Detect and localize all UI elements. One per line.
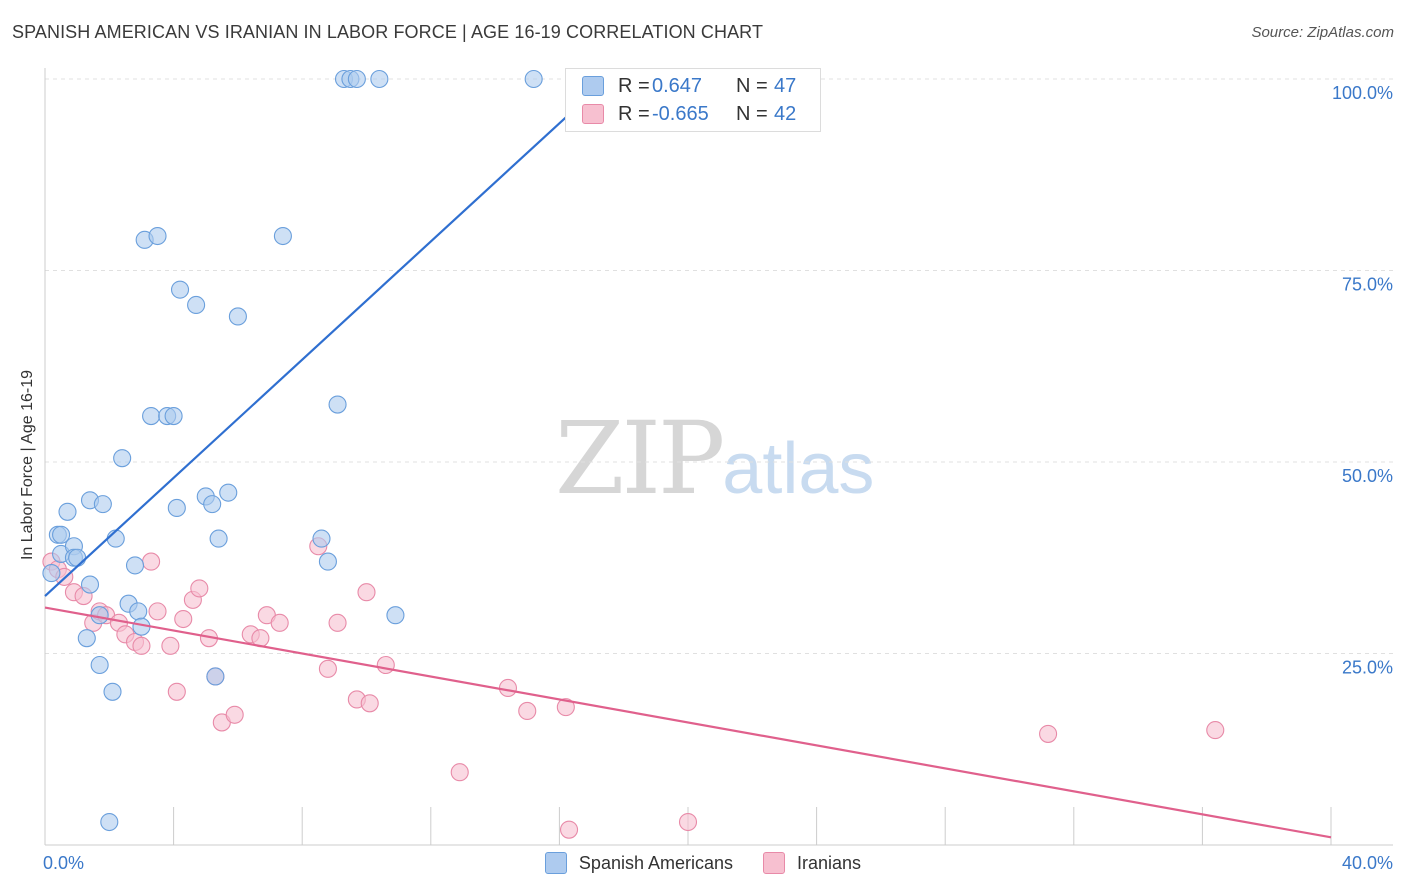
spanish-american-point xyxy=(90,655,109,675)
spanish-american-point xyxy=(187,295,206,315)
series-swatch-pink xyxy=(763,852,786,874)
y-tick-label: 50.0% xyxy=(1342,466,1393,486)
iranian-point xyxy=(559,820,579,839)
series-legend: Spanish Americans Iranians xyxy=(0,852,1406,874)
spanish-americans-points xyxy=(42,69,611,832)
iranian-point xyxy=(161,636,180,655)
spanish-american-point xyxy=(170,280,190,299)
spanish-american-point xyxy=(206,667,225,686)
spanish-americans-trend-line xyxy=(44,78,609,597)
legend-n-label: N = xyxy=(736,74,768,97)
iranians-trend-line xyxy=(44,606,1332,839)
spanish-american-point xyxy=(80,575,100,594)
legend-r-value: -0.665 xyxy=(652,102,709,125)
series-label: Iranians xyxy=(797,852,862,873)
spanish-american-point xyxy=(68,548,87,567)
iranian-point xyxy=(174,609,193,629)
spanish-american-point xyxy=(100,812,119,832)
iranians-points xyxy=(42,537,1225,839)
trend-lines xyxy=(44,78,1332,839)
legend-n-value: 47 xyxy=(774,74,797,97)
y-tick-label: 25.0% xyxy=(1342,658,1393,678)
legend-r-label: R = xyxy=(618,74,650,97)
spanish-american-point xyxy=(524,69,543,89)
watermark-zip: ZIP xyxy=(555,400,725,517)
x-tick-label: 40.0% xyxy=(1342,853,1393,873)
legend-r-value: 0.647 xyxy=(652,74,703,97)
spanish-american-point xyxy=(328,395,347,414)
series-legend-spanish-americans[interactable]: Spanish Americans xyxy=(544,852,734,874)
series-legend-iranians[interactable]: Iranians xyxy=(763,852,861,874)
spanish-american-point xyxy=(142,406,161,426)
iranian-point xyxy=(167,682,186,701)
iranian-point xyxy=(678,812,698,832)
spanish-american-point xyxy=(370,69,389,89)
series-label: Spanish Americans xyxy=(578,852,734,873)
spanish-american-point xyxy=(129,602,148,621)
iranian-point xyxy=(1039,724,1058,743)
iranian-point xyxy=(132,636,151,655)
legend-n-label: N = xyxy=(736,102,768,125)
spanish-american-point xyxy=(312,529,331,548)
legend-n-value: 42 xyxy=(774,102,797,125)
legend-swatch-pink xyxy=(582,104,604,124)
spanish-american-point xyxy=(58,502,77,521)
y-tick-labels: 25.0% 50.0% 75.0% 100.0% xyxy=(1332,83,1393,678)
iranian-point xyxy=(328,613,347,632)
iranian-point xyxy=(1206,721,1225,740)
grid-lines xyxy=(45,78,1393,654)
spanish-american-point xyxy=(228,307,247,326)
chart-title: SPANISH AMERICAN VS IRANIAN IN LABOR FOR… xyxy=(12,22,764,42)
spanish-american-point xyxy=(386,606,405,625)
iranian-point xyxy=(318,659,337,678)
spanish-american-point xyxy=(103,682,122,701)
x-tick-label: 0.0% xyxy=(43,853,84,873)
spanish-american-point xyxy=(77,629,96,648)
y-axis-label: In Labor Force | Age 16-19 xyxy=(19,369,36,561)
spanish-american-point xyxy=(347,69,366,89)
spanish-american-point xyxy=(167,498,186,518)
legend-row-spanish-americans: R = 0.647 N = 47 xyxy=(582,74,796,98)
legend-swatch-blue xyxy=(582,76,604,96)
spanish-american-point xyxy=(42,564,61,583)
spanish-american-point xyxy=(164,406,183,426)
iranian-point xyxy=(498,678,518,698)
spanish-american-point xyxy=(273,226,292,246)
iranian-point xyxy=(556,698,575,717)
iranian-point xyxy=(142,552,161,571)
iranian-point xyxy=(518,701,537,721)
spanish-american-point xyxy=(106,529,125,548)
iranian-point xyxy=(270,613,289,632)
spanish-american-point xyxy=(318,552,337,571)
y-tick-label: 100.0% xyxy=(1332,83,1393,103)
spanish-american-point xyxy=(125,556,145,575)
legend-r-label: R = xyxy=(618,102,650,125)
watermark-atlas: atlas xyxy=(722,429,875,509)
iranian-point xyxy=(225,705,244,724)
correlation-legend: R = 0.647 N = 47 R = -0.665 N = 42 xyxy=(565,68,821,132)
iranian-point xyxy=(190,579,209,598)
y-tick-label: 75.0% xyxy=(1342,275,1393,295)
spanish-american-point xyxy=(203,495,222,514)
iranian-point xyxy=(450,763,469,782)
iranian-point xyxy=(148,602,167,621)
spanish-american-point xyxy=(93,495,112,514)
axes: 0.0% 40.0% xyxy=(43,68,1393,873)
spanish-american-point xyxy=(148,226,167,246)
iranian-point xyxy=(360,694,379,713)
spanish-american-point xyxy=(52,525,71,544)
spanish-american-point xyxy=(209,529,228,548)
watermark: ZIPatlas xyxy=(555,400,874,517)
spanish-american-point xyxy=(219,483,238,502)
legend-row-iranians: R = -0.665 N = 42 xyxy=(582,102,796,126)
series-swatch-blue xyxy=(544,852,567,874)
spanish-american-point xyxy=(113,449,132,468)
iranian-point xyxy=(376,655,395,675)
source-label: Source: ZipAtlas.com xyxy=(1251,24,1394,41)
iranian-point xyxy=(357,583,376,602)
